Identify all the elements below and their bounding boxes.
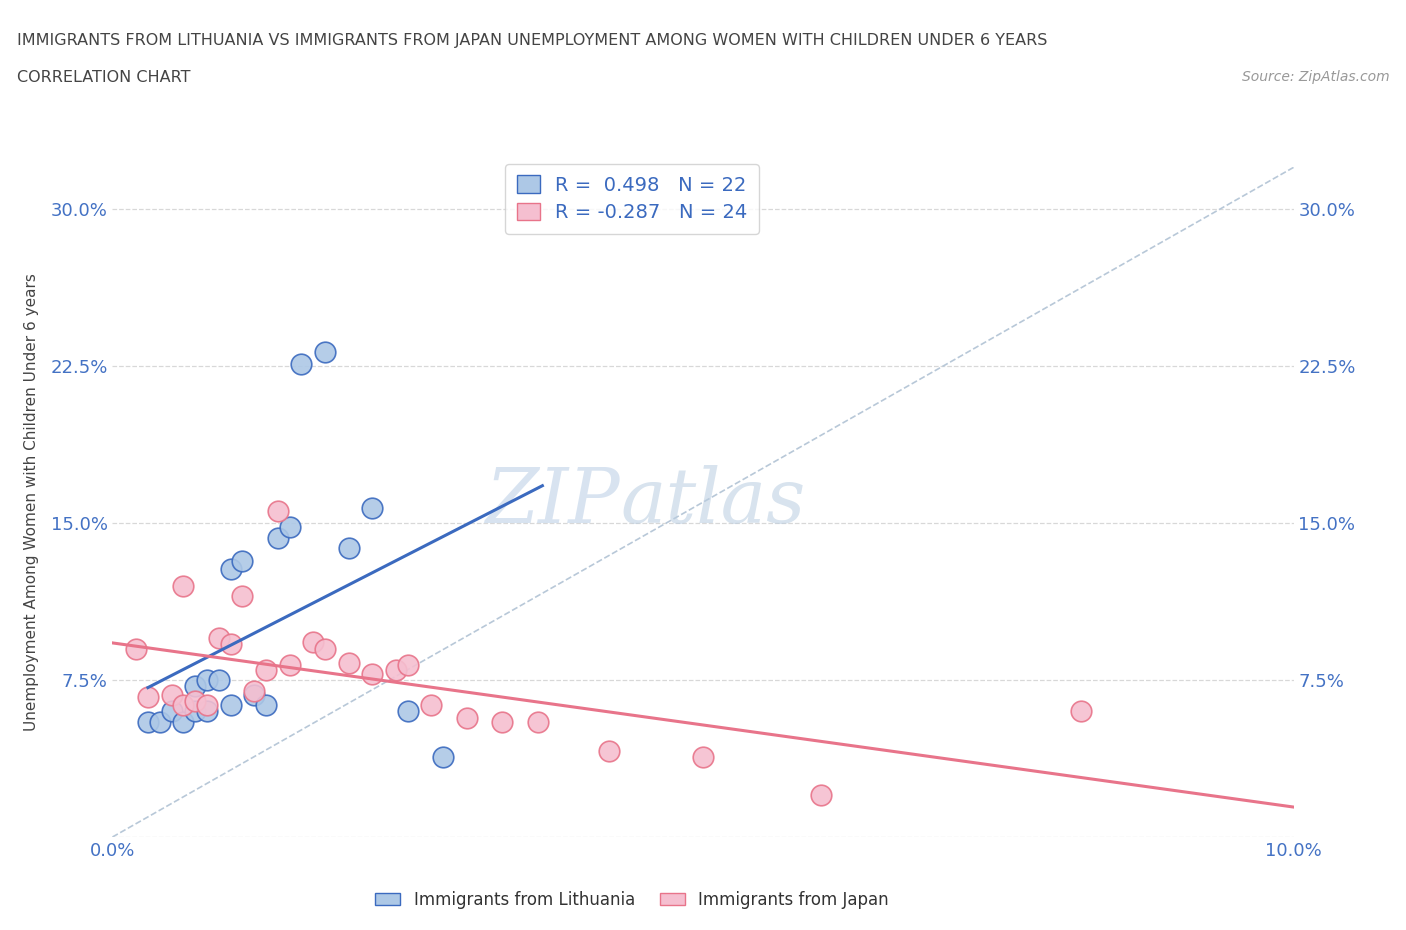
Point (208, 631, 231, 645)
Text: CORRELATION CHART: CORRELATION CHART (17, 70, 190, 85)
Text: Source: ZipAtlas.com: Source: ZipAtlas.com (1241, 70, 1389, 84)
Legend: Immigrants from Lithuania, Immigrants from Japan: Immigrants from Lithuania, Immigrants fr… (368, 884, 896, 916)
Point (420, 698, 443, 712)
Point (385, 662, 408, 677)
Point (314, 344, 336, 359)
Point (361, 501, 384, 516)
Point (267, 503, 290, 518)
Point (184, 704, 207, 719)
Text: ZIP: ZIP (485, 465, 620, 539)
Text: IMMIGRANTS FROM LITHUANIA VS IMMIGRANTS FROM JAPAN UNEMPLOYMENT AMONG WOMEN WITH: IMMIGRANTS FROM LITHUANIA VS IMMIGRANTS … (17, 33, 1047, 47)
Point (337, 656, 360, 671)
Point (810, 788, 832, 803)
Point (267, 530, 290, 545)
Point (136, 714, 159, 729)
Point (149, 714, 172, 729)
Point (243, 687, 266, 702)
Point (302, 635, 325, 650)
Point (526, 714, 548, 729)
Point (254, 698, 277, 712)
Point (243, 683, 266, 698)
Point (231, 553, 253, 568)
Point (1070, 704, 1092, 719)
Point (231, 589, 253, 604)
Y-axis label: Unemployment Among Women with Children Under 6 years: Unemployment Among Women with Children U… (24, 273, 39, 731)
Point (219, 562, 242, 577)
Point (278, 658, 301, 673)
Point (598, 744, 620, 759)
Point (195, 698, 218, 712)
Point (290, 357, 312, 372)
Point (160, 687, 183, 702)
Point (337, 541, 360, 556)
Point (692, 750, 714, 764)
Point (314, 642, 336, 657)
Text: atlas: atlas (620, 465, 806, 539)
Point (278, 520, 301, 535)
Point (160, 704, 183, 719)
Point (491, 714, 513, 729)
Point (396, 658, 419, 673)
Point (219, 698, 242, 712)
Point (172, 578, 194, 593)
Point (125, 642, 148, 657)
Point (432, 750, 454, 764)
Point (172, 698, 194, 712)
Point (396, 704, 419, 719)
Point (172, 714, 194, 729)
Point (195, 704, 218, 719)
Point (361, 667, 384, 682)
Point (254, 662, 277, 677)
Point (456, 711, 478, 725)
Point (219, 637, 242, 652)
Point (136, 689, 159, 704)
Point (184, 694, 207, 709)
Point (195, 672, 218, 687)
Point (208, 672, 231, 687)
Point (184, 679, 207, 694)
